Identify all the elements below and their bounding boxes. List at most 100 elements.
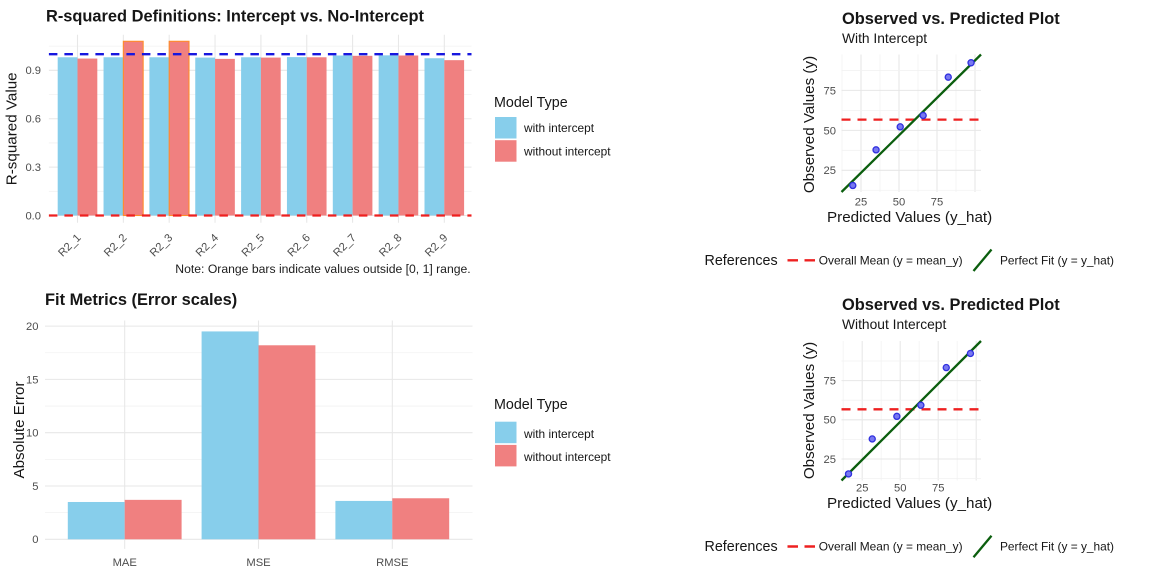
bar-R2_7-without (352, 55, 373, 216)
metrics-y-axis-title: Absolute Error (11, 381, 28, 478)
x-axis-tick-label: 50 (893, 196, 905, 208)
y-axis-tick-label: 50 (824, 125, 836, 137)
y-axis-tick-label: 0 (32, 534, 38, 546)
y-axis-tick-label: 25 (824, 454, 836, 466)
x-axis-tick-label: 75 (931, 196, 943, 208)
y-axis-tick-label: 0.3 (25, 162, 41, 174)
legend-key-with-intercept (495, 421, 517, 444)
bar-MSE-with (201, 331, 259, 540)
legend-model-title: Model Type (494, 95, 568, 111)
rsq-caption: Note: Orange bars indicate values outsid… (175, 262, 470, 276)
scatter-without-marks (840, 340, 982, 482)
data-point (872, 146, 880, 154)
bar-R2_8-with (378, 55, 399, 216)
data-point (893, 412, 901, 421)
scatter-without-subtitle: Without Intercept (842, 317, 946, 332)
panel-scatter-without-intercept: 25 50 75 25 50 75 Observed vs. Predicted Plo… (705, 296, 1114, 558)
scatter-with-title: Observed vs. Predicted Plot (842, 10, 1060, 28)
bar-R2_6-without (306, 57, 327, 216)
legend-model-type-top: Model Type with intercept without interc… (494, 95, 611, 162)
legend-references-top: References Overall Mean (y = mean_y) Per… (705, 248, 1114, 272)
x-axis-tick-label: R2_7 (331, 232, 358, 259)
legend-label-perfect-fit: Perfect Fit (y = y_hat) (1000, 540, 1114, 554)
y-axis-tick-label: 75 (824, 376, 836, 388)
scatter-with-y-axis-title: Observed Values (y) (801, 56, 818, 193)
legend-label-with-intercept: with intercept (523, 427, 595, 441)
y-axis-tick-label: 0.9 (25, 65, 41, 77)
bar-R2_6-with (286, 57, 307, 216)
x-axis-tick-label: R2_5 (240, 232, 267, 259)
legend-label-overall-mean: Overall Mean (y = mean_y) (819, 254, 963, 268)
data-point (967, 59, 975, 67)
rsq-title: R-squared Definitions: Intercept vs. No-… (46, 8, 424, 26)
scatter-without-title: Observed vs. Predicted Plot (842, 296, 1060, 314)
data-point (919, 111, 927, 120)
legend-label-with-intercept: with intercept (523, 121, 595, 135)
bar-R2_1-with (57, 57, 78, 216)
legend-key-without-intercept (495, 444, 517, 467)
rsq-x-tick-labels: R2_1 R2_2 R2_3 R2_4 R2_5 R2_6 R2_7 R2_8 R2_9 (56, 232, 450, 259)
legend-label-without-intercept: without intercept (523, 144, 611, 158)
y-axis-tick-label: 75 (824, 85, 836, 97)
bar-MAE-without (124, 499, 182, 540)
scatter-with-x-axis-title: Predicted Values (y_hat) (827, 209, 992, 226)
y-axis-tick-label: 5 (32, 481, 38, 493)
x-axis-tick-label: MSE (246, 557, 270, 569)
bar-R2_4-with (195, 57, 216, 216)
bar-R2_2-with (103, 57, 124, 216)
scatter-with-gridlines (841, 54, 981, 192)
panel-scatter-with-intercept: 25 50 75 25 50 75 Observed vs. Predicted Plo… (705, 10, 1114, 272)
y-axis-tick-label: 10 (26, 428, 38, 440)
data-point (966, 349, 975, 358)
bar-R2_9-without (444, 60, 465, 216)
y-axis-tick-label: 50 (824, 415, 836, 427)
data-point (942, 363, 950, 372)
scatter-without-x-tick-labels: 25 50 75 (856, 483, 944, 495)
legend-label-without-intercept: without intercept (523, 450, 611, 464)
bar-RMSE-with (335, 500, 393, 540)
bar-R2_1-without (77, 58, 98, 216)
panel-metrics-bar-chart: 0 5 10 15 20 MAE MSE RMSE Fit Metrics (Error s… (11, 291, 611, 569)
panel-rsq-bar-chart: 0.0 0.3 0.6 0.9 R2_1 R2_2 R2_3 R2_4 R2_5 R2_6 R2_… (4, 8, 612, 277)
legend-key-perfect-fit-line (972, 534, 993, 558)
legend-label-perfect-fit: Perfect Fit (y = y_hat) (1000, 254, 1114, 268)
x-axis-tick-label: RMSE (376, 557, 408, 569)
metrics-y-tick-labels: 0 5 10 15 20 (26, 321, 38, 546)
x-axis-tick-label: 75 (932, 483, 944, 495)
bar-R2_3-without (168, 40, 190, 217)
data-point (844, 470, 853, 478)
bar-R2_3-with (149, 57, 170, 216)
x-axis-tick-label: R2_1 (56, 232, 83, 259)
legend-model-type-bottom: Model Type with intercept without interc… (494, 397, 611, 467)
rsq-reference-lines (48, 53, 472, 217)
bar-MAE-with (67, 501, 125, 540)
perfect-fit-line (840, 340, 982, 482)
y-axis-tick-label: 20 (26, 321, 38, 333)
legend-references-title: References (705, 539, 778, 555)
x-axis-tick-label: R2_3 (148, 232, 175, 259)
y-axis-tick-label: 0.0 (25, 210, 41, 222)
scatter-with-y-tick-labels: 25 50 75 (824, 85, 836, 177)
scatter-with-subtitle: With Intercept (842, 31, 927, 46)
scatter-without-y-tick-labels: 25 50 75 (824, 376, 836, 466)
y-axis-tick-label: 25 (824, 165, 836, 177)
legend-label-overall-mean: Overall Mean (y = mean_y) (819, 540, 963, 554)
x-axis-tick-label: 25 (856, 483, 868, 495)
bar-R2_8-without (398, 55, 419, 216)
y-axis-tick-label: 0.6 (25, 114, 41, 126)
bar-RMSE-without (392, 498, 450, 540)
scatter-with-x-tick-labels: 25 50 75 (855, 196, 943, 208)
data-point (944, 73, 952, 81)
metrics-x-tick-labels: MAE MSE RMSE (113, 557, 409, 569)
bar-R2_7-with (332, 55, 353, 216)
rsq-y-axis-title: R-squared Value (4, 72, 21, 185)
x-axis-tick-label: MAE (113, 557, 137, 569)
legend-references-bottom: References Overall Mean (y = mean_y) Per… (705, 534, 1114, 558)
legend-references-title: References (705, 253, 778, 269)
bar-R2_5-without (260, 57, 281, 216)
scatter-without-gridlines (841, 341, 981, 481)
scatter-without-y-axis-title: Observed Values (y) (801, 342, 818, 479)
metrics-title: Fit Metrics (Error scales) (45, 291, 237, 309)
